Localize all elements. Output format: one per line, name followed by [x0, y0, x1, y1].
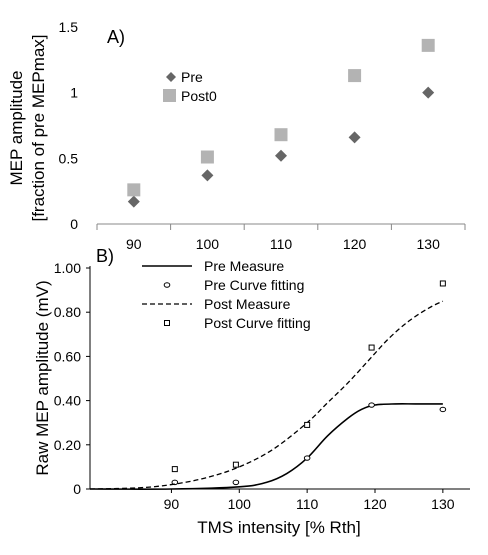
panel-a-point-post0 [421, 38, 435, 52]
panel-a-point-pre [422, 86, 435, 99]
panel-a-point-post0 [274, 128, 288, 142]
panel-a-point-post0 [348, 69, 362, 83]
panel-a-legend-marker-pre [166, 72, 176, 82]
panel-a-y-axis-label: MEP amplitude [fraction of pre MEPmax] [7, 34, 48, 221]
panel-a: A) MEP amplitude [fraction of pre MEPmax… [7, 19, 466, 252]
panel-a-points [127, 38, 435, 208]
panel-b-point-pre-curve-fitting [303, 455, 311, 461]
panel-b-point-pre-curve-fitting [439, 406, 447, 413]
panel-a-point-pre [127, 195, 140, 208]
panel-a-x-tick-label: 120 [343, 236, 367, 252]
panel-b-y-tick-label: 0.60 [54, 348, 81, 364]
panel-a-legend-marker-post0 [163, 89, 176, 102]
panel-a-legend-label-post0: Post0 [181, 88, 217, 104]
panel-a-point-pre [275, 149, 287, 162]
panel-b-line-post-measure [89, 300, 444, 490]
panel-a-point-pre [201, 169, 214, 182]
panel-a-x-tick-label: 110 [270, 236, 293, 252]
panel-a-legend: Pre Post0 [163, 69, 217, 104]
panel-b-y-tick-label: 0.80 [54, 304, 81, 320]
panel-b-line-pre-measure [89, 403, 443, 490]
panel-b-x-tick-label: 130 [431, 496, 455, 512]
panel-a-y-tick-label: 0.5 [59, 150, 79, 166]
panel-b-y-tick-label: 1.00 [54, 260, 81, 276]
panel-a-point-post0 [200, 150, 214, 164]
panel-a-label: A) [107, 27, 125, 47]
panel-a-point-post0 [127, 183, 141, 197]
panel-a-x-tick-label: 90 [126, 236, 142, 252]
panel-b-y-ticks: 0 0.20 0.40 0.60 0.80 1.00 [54, 260, 90, 497]
panel-b-y-tick-label: 0.20 [54, 437, 81, 453]
panel-a-y-tick-label: 1.5 [59, 19, 79, 35]
panel-a-legend-label-pre: Pre [181, 69, 203, 85]
panel-a-y-tick-label: 0 [70, 216, 78, 232]
panel-b-x-ticks: 90 100 110 120 130 [164, 489, 455, 512]
panel-b: B) Raw MEP amplitude (mV) TMS intensity … [33, 246, 470, 537]
panel-a-y-ticks: 0 0.5 1 1.5 [59, 19, 79, 232]
panel-b-legend: Pre Measure Pre Curve fitting Post Measure… [142, 258, 311, 331]
panel-b-point-post-curve-fitting [439, 280, 446, 287]
panel-b-x-tick-label: 90 [164, 496, 180, 512]
panel-a-y-axis-label-line1: MEP amplitude [7, 71, 26, 186]
panel-b-series [89, 280, 447, 490]
panel-a-x-tick-label: 100 [196, 236, 220, 252]
panel-b-legend-label-post-measure: Post Measure [204, 296, 291, 312]
panel-b-legend-marker-pre-curve-fitting [163, 282, 171, 288]
panel-a-point-pre [348, 131, 361, 144]
panel-a-x-ticks: 90 100 110 120 130 [126, 236, 440, 252]
panel-b-legend-label-pre-measure: Pre Measure [204, 258, 284, 274]
panel-a-axes [96, 223, 466, 230]
panel-a-y-axis-label-line2: [fraction of pre MEPmax] [29, 34, 48, 221]
panel-b-label: B) [96, 246, 114, 266]
panel-b-point-pre-curve-fitting [232, 479, 240, 486]
panel-b-point-post-curve-fitting [304, 421, 311, 428]
panel-a-y-tick-label: 1 [70, 85, 78, 101]
panel-b-x-axis-label: TMS intensity [% Rth] [197, 518, 360, 537]
panel-b-x-tick-label: 120 [363, 496, 387, 512]
panel-b-point-post-curve-fitting [232, 461, 239, 468]
panel-b-y-tick-label: 0 [73, 481, 81, 497]
panel-b-point-pre-curve-fitting [368, 402, 375, 408]
panel-a-x-tick-label: 130 [417, 236, 441, 252]
panel-b-y-axis-label: Raw MEP amplitude (mV) [33, 280, 52, 475]
panel-b-point-post-curve-fitting [171, 466, 178, 473]
panel-b-y-tick-label: 0.40 [54, 393, 81, 409]
panel-b-point-post-curve-fitting [368, 344, 375, 351]
panel-b-legend-label-pre-curve-fitting: Pre Curve fitting [204, 277, 304, 293]
panel-b-x-tick-label: 110 [296, 496, 319, 512]
panel-b-x-tick-label: 100 [228, 496, 252, 512]
panel-b-legend-marker-post-curve-fitting [164, 320, 170, 326]
panel-b-legend-label-post-curve-fitting: Post Curve fitting [204, 315, 311, 331]
